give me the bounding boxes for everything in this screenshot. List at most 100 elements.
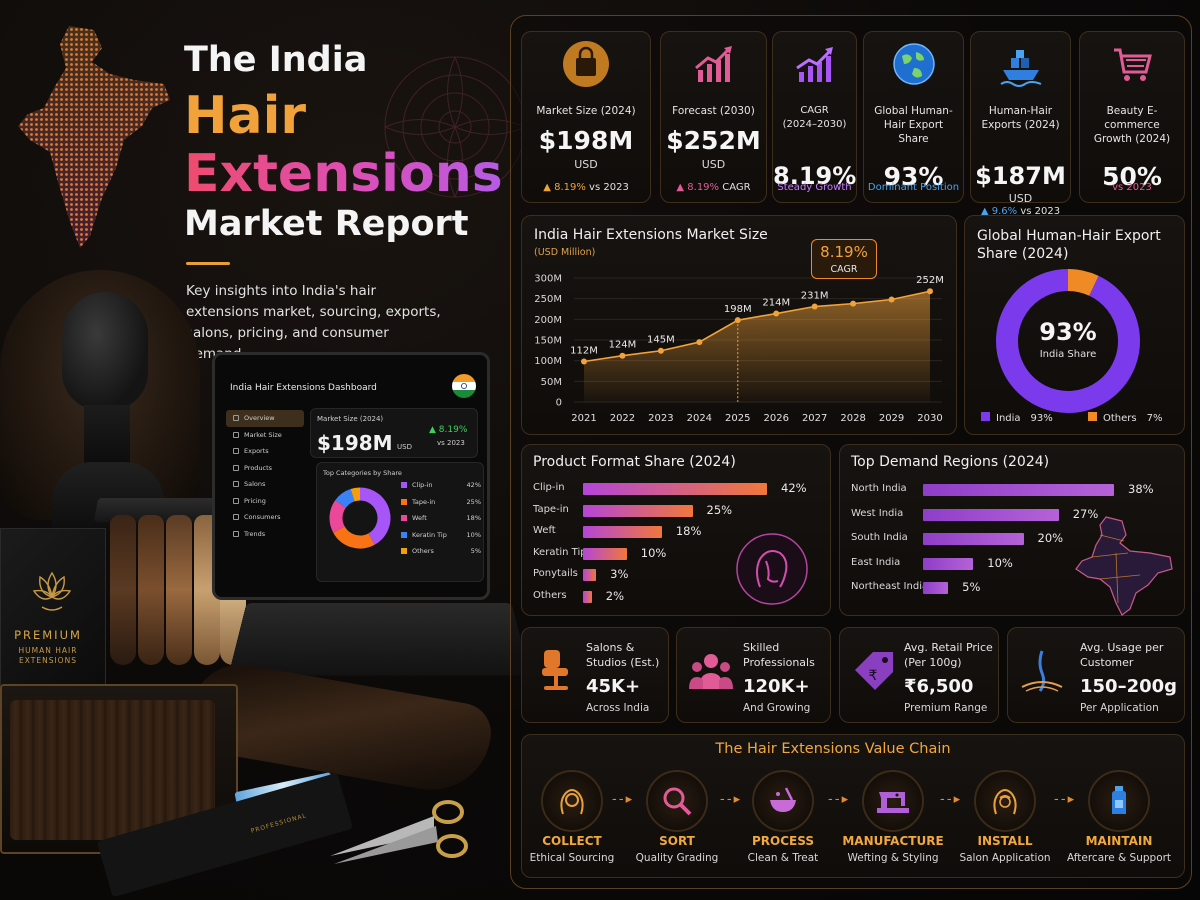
market-chart-title: India Hair Extensions Market Size [534,227,768,243]
price-tag-icon: ₹ [850,642,898,700]
data-point [581,358,587,365]
stat-subtext: Across India [586,702,650,714]
dashboard-donut-slice [350,487,361,502]
stat-subtext: Premium Range [904,702,988,714]
dashboard-legend-item: Others 5% [401,547,483,555]
donut-slice-others [1067,269,1099,296]
bar [583,483,767,495]
data-point [773,310,780,317]
dashboard-legend-item: Tape-in 25% [401,498,483,506]
value-chain-step-name: MANUFACTURE [842,834,944,848]
stat-subtext: Per Application [1080,702,1159,714]
stat-value: ₹6,500 [904,676,974,697]
x-tick-label: 2022 [610,413,635,424]
dashboard-nav-item[interactable]: Products [226,460,304,477]
bar-value-label: 2% [605,588,624,603]
scissors-icon [330,800,468,864]
dashboard-nav-item[interactable]: Consumers [226,509,304,526]
nav-icon [233,415,239,422]
dashed-arrow-icon: - - ▸ [612,792,632,807]
market-chart-subtitle: (USD Million) [534,247,596,258]
data-point [888,296,895,303]
bar-value-label: 3% [610,567,629,581]
dashboard-nav-item[interactable]: Market Size [226,427,304,444]
bar-label: Others [533,589,567,601]
value-chain-step-manufacture: MANUFACTURE Wefting & Styling [833,770,953,864]
stat-label: Salons & Studios (Est.) [586,641,660,669]
bar [923,557,974,570]
dashboard-nav-item[interactable]: Exports [226,443,304,460]
india-map-graphic [14,22,174,252]
bar-value-label: 10% [987,555,1013,570]
export-share-donut-chart [996,269,1140,413]
dashboard-legend-item: Clip-in 42% [401,481,483,489]
data-label: 252M [916,275,944,286]
dashboard-legend-item: Keratin Tip 10% [401,531,483,539]
kpi-label: Human-Hair Exports (2024) [981,105,1060,131]
stat-value: 120K+ [743,676,810,697]
dashboard-nav-item[interactable]: Pricing [226,493,304,510]
stat-label: Avg. Retail Price (Per 100g) [904,641,993,669]
value-chain-step-desc: Clean & Treat [747,852,819,864]
value-chain-step-process: PROCESS Clean & Treat [723,770,843,864]
kpi-footnote: ▲ 8.19% CAGR [676,182,751,193]
value-chain-step-collect: COLLECT Ethical Sourcing [512,770,632,864]
data-point [811,303,818,310]
bar-label: West India [851,507,904,519]
data-label: 145M [647,335,675,346]
y-tick-label: 200M [534,315,562,326]
x-tick-label: 2021 [571,413,596,424]
lotus-logo-icon [32,571,72,611]
value-chain-card [521,734,1185,878]
dashboard-nav-item[interactable]: Overview [226,410,304,427]
bar [583,569,597,581]
kpi-card-export-share: Global Human-Hair Export Share 93% Domin… [863,31,964,203]
dashboard-donut-chart [329,487,391,549]
hair-weft-graphic [166,515,192,665]
data-point [657,347,664,354]
nav-icon [233,448,239,455]
laptop-keyboard-graphic [228,602,530,676]
kpi-card-ecommerce: Beauty E-commerce Growth (2024) 50% vs 2… [1079,31,1185,203]
dashboard-categories-card: Top Categories by Share Clip-in 42% Tape-i… [316,462,484,582]
data-point [696,339,703,346]
kpi-footnote: ▲ 8.19% vs 2023 [543,182,629,193]
bar-label: Ponytails [533,568,578,579]
x-tick-label: 2027 [802,413,827,424]
kpi-card-exports: Human-Hair Exports (2024) $187M USD ▲ 9.… [970,31,1071,217]
legend-swatch [401,548,407,554]
y-tick-label: 250M [534,294,562,305]
up-arrow-icon: ▲ [980,206,989,217]
y-tick-label: 150M [534,336,562,347]
dashboard-nav-item[interactable]: Trends [226,526,304,543]
kpi-unit: USD [701,158,726,171]
y-tick-label: 50M [541,377,562,388]
dashboard-nav-item[interactable]: Salons [226,476,304,493]
value-chain-step-desc: Quality Grading [635,852,719,864]
nav-icon [233,431,239,438]
bar [923,508,1059,521]
data-point [850,300,857,307]
kpi-card-cagr: CAGR (2024–2030) 8.19% Steady Growth [772,31,857,203]
trend-arrow-icon [791,40,839,88]
bar-value-label: 38% [1128,482,1154,496]
value-chain-step-name: SORT [659,834,695,848]
dashboard-legend-name: Clip-in [412,481,433,489]
dashboard-legend-name: Tape-in [412,497,436,506]
woman-profile-icon [736,533,808,605]
donut-center-label: India Share [1039,349,1097,360]
bar-label: South India [851,532,908,543]
market-size-area-chart: 0 50M 100M 150M 200M 250M 300M 112M 124M 145M 198M… [534,274,944,425]
dashboard-donut-slice [329,500,347,533]
growth-chart-icon [690,40,738,88]
value-chain-step-desc: Wefting & Styling [847,852,939,864]
dashboard-legend-name: Keratin Tip [412,530,447,539]
nav-icon [233,497,239,504]
value-chain-step-desc: Salon Application [959,852,1051,864]
mannequin-head-graphic [62,292,148,410]
dashboard-legend-value: 5% [470,547,481,555]
dashboard-nav: Overview Market Size Exports Products Sa… [226,410,304,542]
salon-chair-icon [532,642,580,700]
cargo-ship-icon [997,40,1045,88]
people-icon [687,642,735,700]
